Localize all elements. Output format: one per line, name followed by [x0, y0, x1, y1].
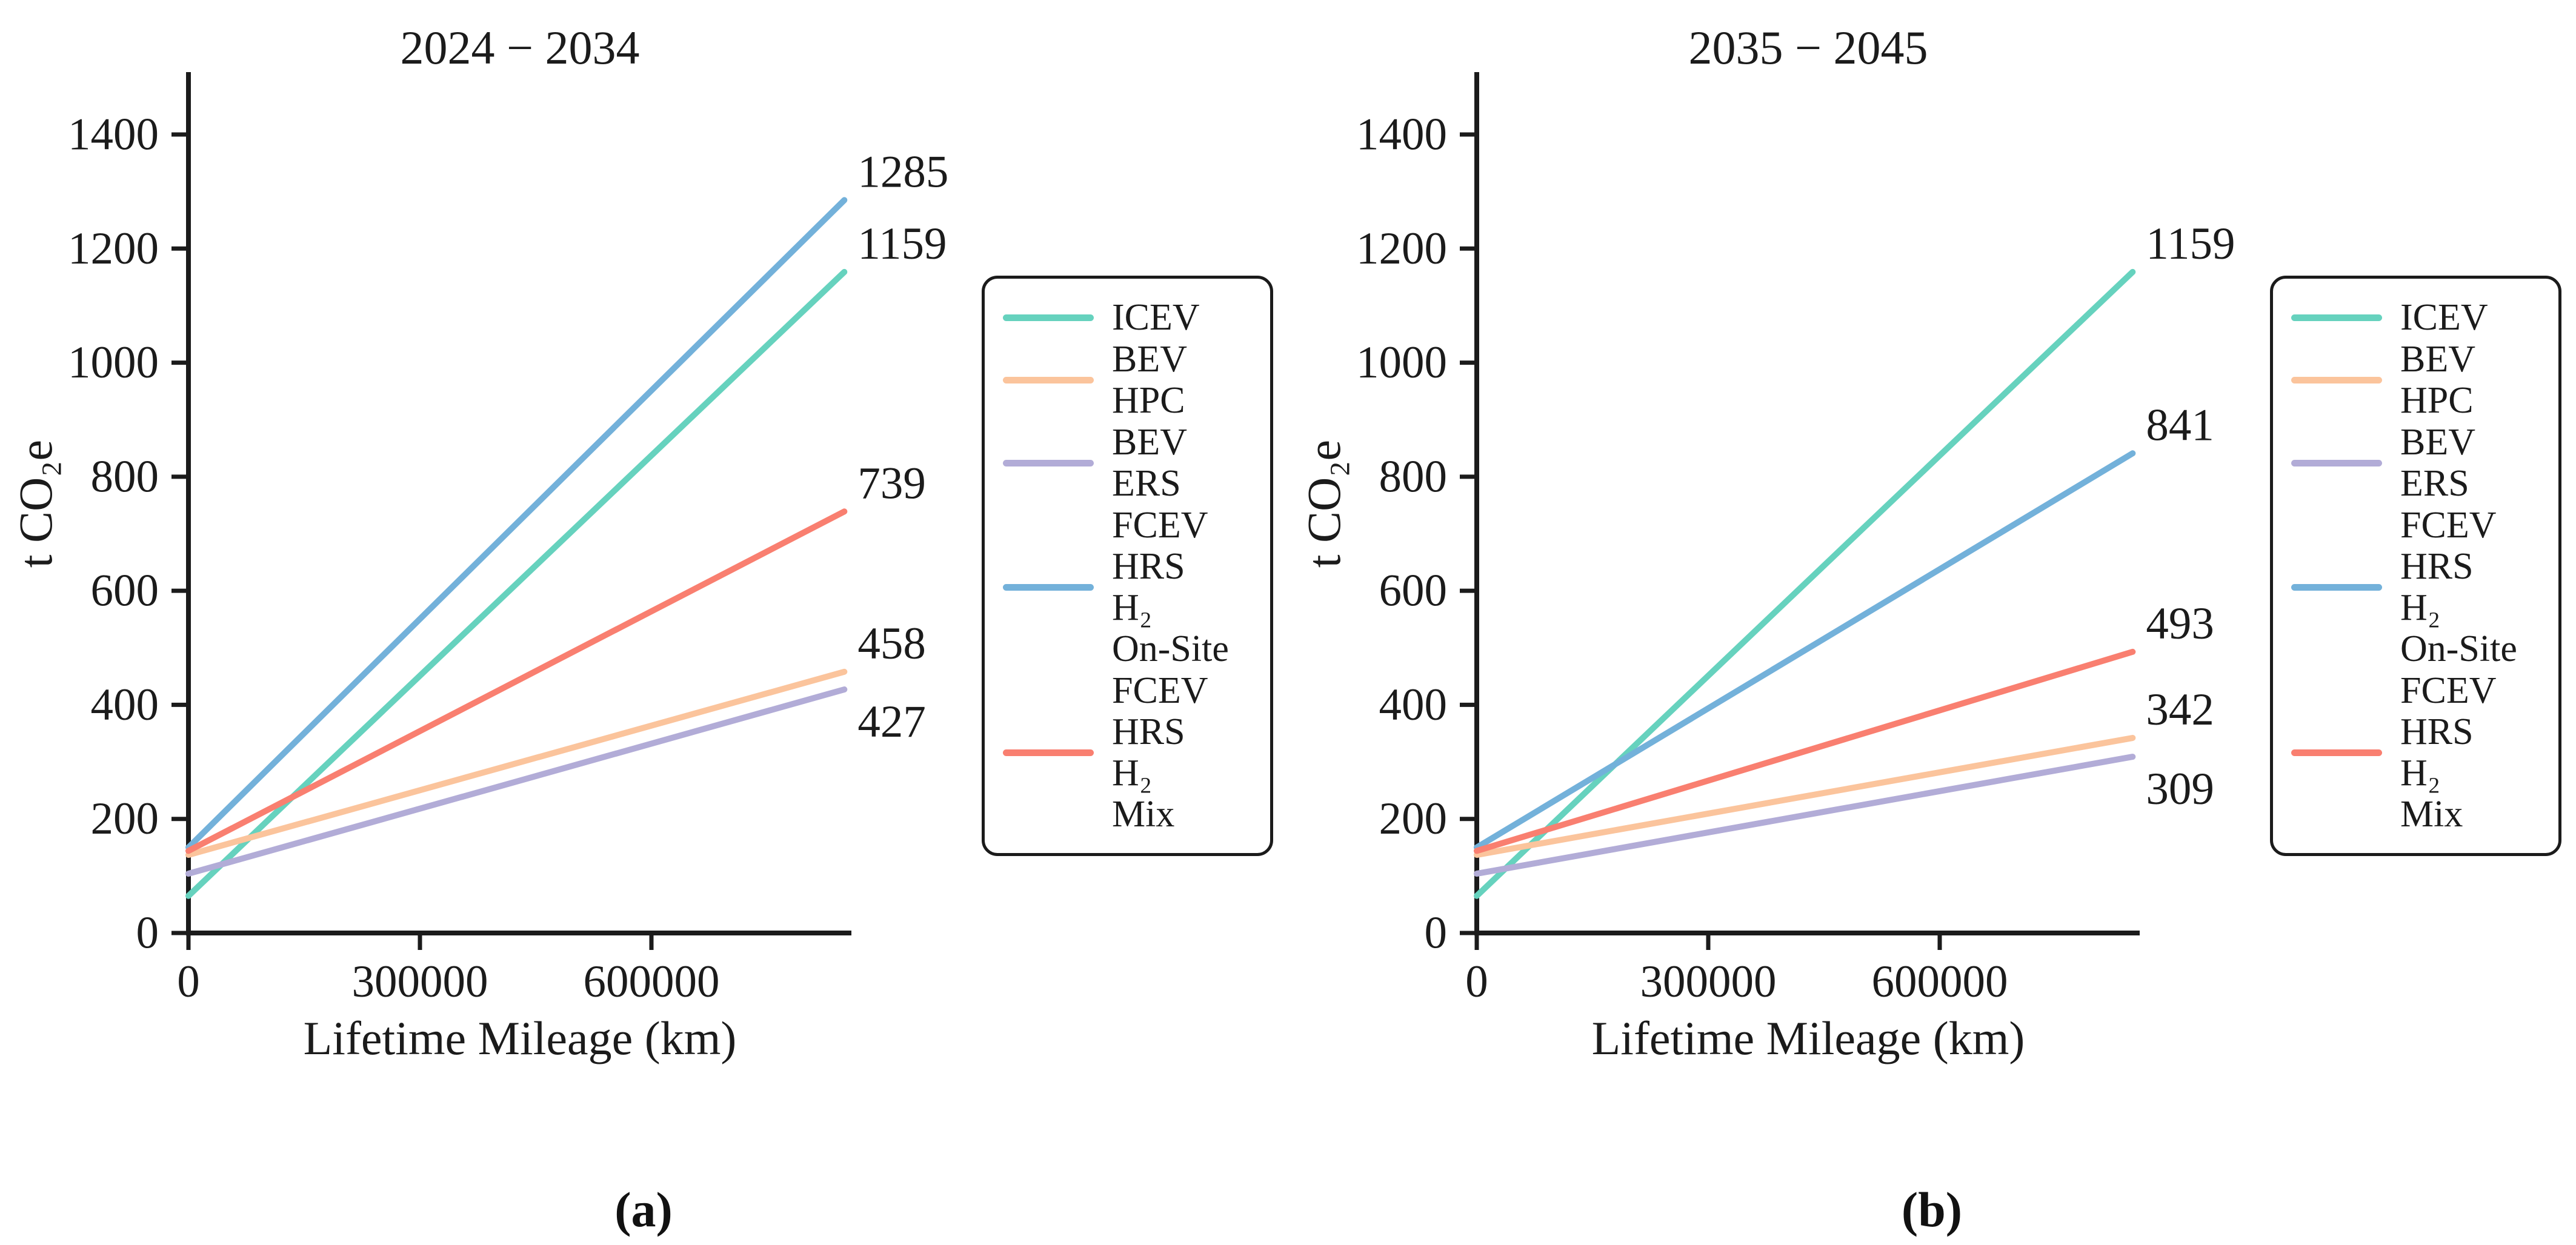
- chart-title: 2035 − 2045: [1689, 21, 1928, 74]
- y-tick-label: 400: [91, 680, 159, 730]
- series-line-fcev-hrs-h2-on-site: [185, 197, 848, 851]
- end-label-fcev-hrs-h2-on-site: 1285: [857, 147, 948, 197]
- y-axis-label: t CO₂e: [9, 440, 62, 568]
- legend-label-fcev-hrs-h2-on-site: FCEV HRS H₂ On-Site: [1112, 505, 1229, 669]
- end-label-fcev-hrs-h2-mix: 493: [2146, 599, 2214, 649]
- legend-swatch-bev-hpc: [2291, 376, 2382, 383]
- y-tick-label: 200: [91, 794, 159, 844]
- y-tick-label: 400: [1379, 680, 1448, 730]
- legend-entry-icev: ICEV: [2291, 297, 2551, 338]
- legend-swatch-fcev-hrs-h2-mix: [1003, 749, 1094, 756]
- series-line-fcev-hrs-h2-on-site: [1474, 450, 2136, 851]
- legend-entry-bev-hpc: BEV HPC: [1003, 339, 1263, 421]
- end-label-bev-ers: 309: [2146, 764, 2214, 814]
- legend-label-icev: ICEV: [1112, 297, 1200, 338]
- end-label-icev: 1159: [857, 219, 947, 269]
- y-axis-label: t CO₂e: [1297, 440, 1350, 568]
- x-tick-label: 300000: [352, 957, 488, 1007]
- legend-label-bev-hpc: BEV HPC: [1112, 339, 1187, 421]
- y-tick-label: 1200: [1356, 224, 1447, 274]
- legend-swatch-bev-ers: [1003, 459, 1094, 466]
- y-tick-label: 1200: [68, 224, 159, 274]
- y-tick-label: 600: [91, 566, 159, 616]
- x-axis-label: Lifetime Mileage (km): [304, 1012, 737, 1064]
- series-line-fcev-hrs-h2-mix: [185, 508, 848, 854]
- end-label-fcev-hrs-h2-mix: 739: [857, 458, 926, 508]
- legend-entry-fcev-hrs-h2-mix: FCEV HRS H₂ Mix: [1003, 670, 1263, 835]
- legend-box-b: ICEV BEV HPC BEV ERS FCEV HRS H₂ On-Site FCE…: [2270, 276, 2561, 856]
- legend-label-bev-ers: BEV ERS: [2400, 422, 2475, 504]
- series-line-bev-hpc: [185, 668, 848, 858]
- legend-label-fcev-hrs-h2-mix: FCEV HRS H₂ Mix: [1112, 670, 1208, 835]
- end-label-bev-hpc: 458: [857, 619, 926, 669]
- end-label-bev-ers: 427: [857, 697, 926, 747]
- x-tick-label: 0: [177, 957, 200, 1007]
- y-tick-label: 1000: [68, 337, 159, 388]
- series-line-bev-ers: [1474, 754, 2136, 877]
- legend-box-a: ICEV BEV HPC BEV ERS FCEV HRS H₂ On-Site FCE…: [982, 276, 1273, 856]
- legend-swatch-bev-ers: [2291, 459, 2382, 466]
- x-tick-label: 600000: [1872, 957, 2008, 1007]
- legend-label-bev-ers: BEV ERS: [1112, 422, 1187, 504]
- x-axis-label: Lifetime Mileage (km): [1592, 1012, 2025, 1064]
- y-tick-label: 0: [1425, 908, 1448, 958]
- end-label-bev-hpc: 342: [2146, 685, 2214, 735]
- caption-a: (a): [614, 1182, 673, 1237]
- legend-label-icev: ICEV: [2400, 297, 2488, 338]
- legend-entry-bev-ers: BEV ERS: [1003, 422, 1263, 504]
- chart-panel-a: 0 200 400 600 800 1000 1200 1400 0 300000 600000 20…: [9, 21, 948, 1064]
- end-label-fcev-hrs-h2-on-site: 841: [2146, 400, 2214, 450]
- series-line-bev-hpc: [1474, 735, 2136, 858]
- y-tick-label: 200: [1379, 794, 1448, 844]
- legend-swatch-icev: [1003, 314, 1094, 321]
- chart-title: 2024 − 2034: [401, 21, 640, 74]
- legend-label-fcev-hrs-h2-on-site: FCEV HRS H₂ On-Site: [2400, 505, 2517, 669]
- legend-swatch-fcev-hrs-h2-on-site: [1003, 583, 1094, 591]
- x-tick-label: 600000: [584, 957, 720, 1007]
- y-tick-label: 800: [1379, 451, 1448, 502]
- y-tick-label: 1400: [1356, 110, 1447, 160]
- series-line-icev: [1474, 268, 2136, 899]
- end-label-icev: 1159: [2146, 219, 2235, 269]
- legend-entry-bev-ers: BEV ERS: [2291, 422, 2551, 504]
- chart-panel-b: 0 200 400 600 800 1000 1200 1400 0 300000 600000 20…: [1297, 21, 2235, 1064]
- y-tick-label: 1400: [68, 110, 159, 160]
- legend-entry-bev-hpc: BEV HPC: [2291, 339, 2551, 421]
- legend-label-bev-hpc: BEV HPC: [2400, 339, 2475, 421]
- legend-entry-fcev-hrs-h2-mix: FCEV HRS H₂ Mix: [2291, 670, 2551, 835]
- y-tick-label: 1000: [1356, 337, 1447, 388]
- x-tick-label: 0: [1465, 957, 1488, 1007]
- y-tick-label: 800: [91, 451, 159, 502]
- x-tick-label: 300000: [1640, 957, 1777, 1007]
- legend-swatch-fcev-hrs-h2-on-site: [2291, 583, 2382, 591]
- series-line-fcev-hrs-h2-mix: [1474, 648, 2136, 854]
- series-line-bev-ers: [185, 686, 848, 877]
- y-tick-label: 0: [136, 908, 159, 958]
- legend-swatch-bev-hpc: [1003, 376, 1094, 383]
- legend-label-fcev-hrs-h2-mix: FCEV HRS H₂ Mix: [2400, 670, 2497, 835]
- legend-entry-fcev-hrs-h2-on-site: FCEV HRS H₂ On-Site: [1003, 505, 1263, 669]
- legend-entry-fcev-hrs-h2-on-site: FCEV HRS H₂ On-Site: [2291, 505, 2551, 669]
- legend-entry-icev: ICEV: [1003, 297, 1263, 338]
- caption-b: (b): [1901, 1182, 1963, 1237]
- legend-swatch-fcev-hrs-h2-mix: [2291, 749, 2382, 756]
- legend-swatch-icev: [2291, 314, 2382, 321]
- y-tick-label: 600: [1379, 566, 1448, 616]
